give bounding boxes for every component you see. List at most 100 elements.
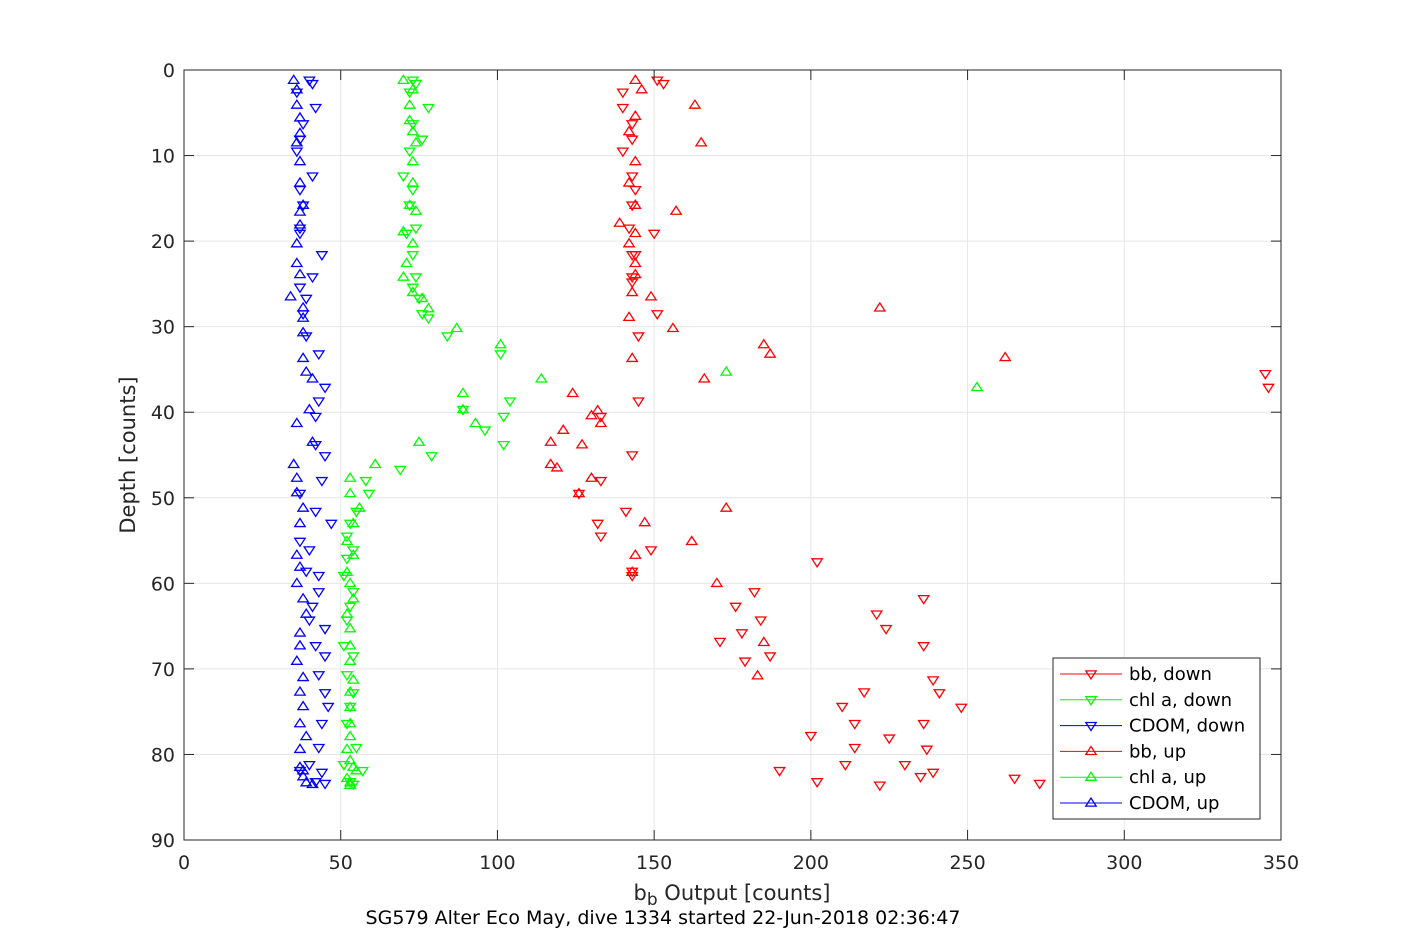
data-point [625,135,639,146]
data-point [296,770,310,781]
x-axis-label: bb Output [counts] [633,881,830,910]
data-point [293,743,307,754]
data-point [340,535,354,546]
data-point [306,436,319,446]
data-point [632,332,645,343]
data-point [882,734,896,745]
data-point [287,458,301,469]
y-tick-label: 60 [151,573,175,595]
data-point [406,237,420,248]
data-point [349,743,363,754]
data-point [628,199,642,209]
data-point [318,452,332,462]
axis-ticks: 0 50 100 150 200 250 300 350 0 10 20 30 40 50 60 70 80 90 [151,60,1299,874]
data-point [312,671,326,682]
data-point [857,688,871,699]
legend-label: chl a, up [1129,767,1206,788]
data-point [810,558,824,569]
data-point [625,120,639,131]
data-point [625,286,639,297]
data-point [406,251,420,261]
data-point [628,110,642,120]
data-point [450,322,464,333]
data-point [628,251,642,261]
data-point [293,111,307,122]
data-point [309,507,323,518]
plot-frame [183,69,1282,841]
data-point [625,201,639,212]
data-point [406,155,420,166]
data-point [296,201,310,212]
data-point [848,719,862,730]
data-point [293,537,307,548]
y-tick-label: 40 [151,402,175,424]
data-point [406,83,420,94]
data-point [293,176,307,187]
data-point [409,136,423,147]
data-point [622,125,636,136]
series-chl-a-down [337,76,517,791]
data-point [497,440,511,451]
legend: bb, down chl a, down CDOM, down bb, up chl a… [1052,657,1261,820]
data-point [625,571,639,582]
data-point [293,639,307,650]
data-point [412,294,426,305]
data-point [1033,779,1047,790]
data-point [318,383,332,394]
data-point [848,743,862,754]
data-point [293,127,307,138]
data-point [293,205,307,216]
data-point [287,74,301,85]
data-point [293,268,307,279]
data-point [293,517,307,528]
data-point [556,424,570,434]
y-tick-label: 90 [151,830,175,852]
data-point [293,229,307,240]
x-tick-label: 50 [329,852,353,874]
data-point [926,676,940,687]
data-point [312,350,326,361]
data-point [917,642,931,652]
data-point [346,673,360,684]
data-point [456,387,470,398]
data-point [403,98,417,109]
data-point [343,471,357,482]
data-point [763,652,777,663]
data-point [293,155,307,166]
data-point [409,205,423,215]
data-point [346,517,360,528]
data-point [290,548,304,559]
data-point [359,476,373,487]
data-point [713,637,727,648]
data-point [306,372,319,383]
data-point [738,657,752,668]
data-point [632,397,645,408]
chart-title: SG579 Alter Eco May, dive 1334 started 2… [366,907,961,929]
data-point [293,283,307,294]
data-point [299,365,313,376]
data-point [343,754,357,765]
data-point [544,436,558,446]
legend-label: bb, up [1129,741,1186,762]
data-point [456,405,470,416]
data-point [494,350,507,361]
data-point [397,270,410,281]
data-point [628,227,642,238]
data-point [1262,383,1275,394]
data-point [914,772,927,783]
data-point [290,136,304,147]
data-point [650,310,664,320]
data-point [403,199,417,209]
series-bb-up [544,74,1012,680]
data-point [625,451,639,462]
data-point [625,172,639,183]
data-point [406,286,420,297]
data-point [757,636,771,647]
data-point [616,147,630,158]
data-point [879,624,893,635]
data-point [296,671,310,682]
data-point [293,717,307,728]
data-point [748,588,761,599]
data-point [293,224,307,235]
